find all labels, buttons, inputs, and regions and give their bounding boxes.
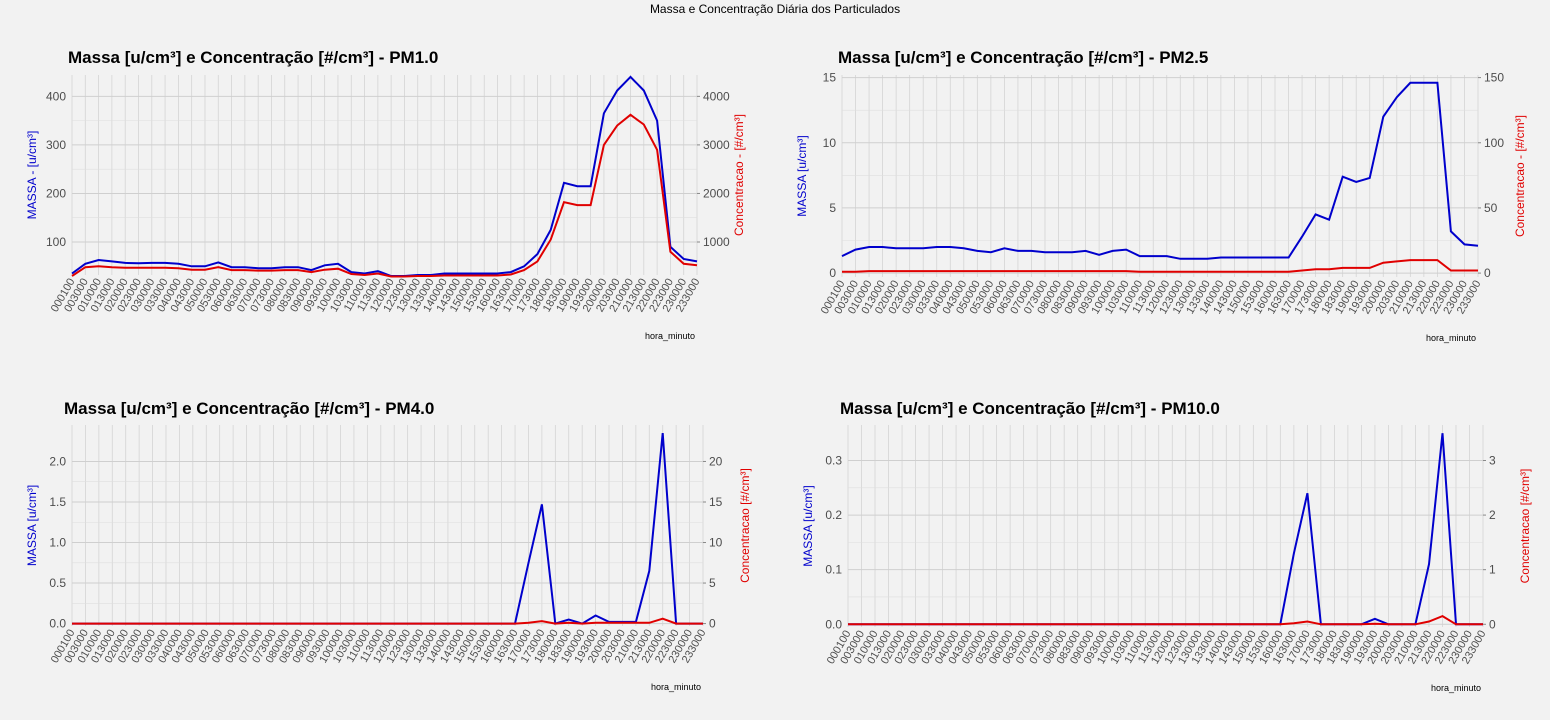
y-tick-label: 2.0 [49,454,66,468]
y2-tick-label: 0 [709,617,716,631]
y2-tick-label: 50 [1484,201,1498,215]
y-tick-label: 0.0 [825,617,842,631]
y-tick-label: 300 [46,138,66,152]
y2-tick-label: 3000 [703,138,730,152]
y-tick-label: 0.5 [49,576,66,590]
series-line [71,113,698,278]
series-line [848,433,1483,626]
y-tick-label: 0.2 [825,508,842,522]
y-tick-label: 1.5 [49,495,66,509]
y2-tick-label: 20 [709,454,723,468]
y2-tick-label: 15 [709,495,723,509]
x-axis-title: hora_minuto [1426,333,1476,343]
y-axis-title: MASSA - [u/cm³] [25,131,39,220]
series-line [72,617,703,625]
y-tick-label: 100 [46,235,66,249]
y2-axis-title: Concentracao - [#/cm³] [732,114,746,236]
y-tick-label: 5 [829,201,836,215]
y-tick-label: 400 [46,89,66,103]
y2-tick-label: 10 [709,536,723,550]
panel-title: Massa [u/cm³] e Concentração [#/cm³] - P… [64,399,434,418]
panel-title: Massa [u/cm³] e Concentração [#/cm³] - P… [68,48,438,67]
y2-tick-label: 1000 [703,235,730,249]
y-axis-title: MASSA [u/cm³] [795,135,809,216]
y2-tick-label: 100 [1484,136,1504,150]
x-axis-title: hora_minuto [645,331,695,341]
y-tick-label: 15 [823,71,837,85]
y2-tick-label: 0 [1484,266,1491,280]
y2-tick-label: 2 [1489,508,1496,522]
x-axis-title: hora_minuto [1431,683,1481,693]
y-tick-label: 0.1 [825,563,842,577]
y2-tick-label: 4000 [703,89,730,103]
y2-axis-title: Concentracao [#/cm³] [738,468,752,583]
y2-tick-label: 2000 [703,186,730,200]
y2-tick-label: 1 [1489,563,1496,577]
panel-title: Massa [u/cm³] e Concentração [#/cm³] - P… [838,48,1208,67]
y2-tick-label: 150 [1484,71,1504,85]
y-tick-label: 0.0 [49,617,66,631]
series-line [841,81,1479,260]
y-tick-label: 1.0 [49,536,66,550]
y2-tick-label: 5 [709,576,716,590]
y-axis-title: MASSA [u/cm³] [801,485,815,566]
series-line [71,75,698,277]
y2-axis-title: Concentracao [#/cm³] [1518,469,1532,584]
series-line [848,614,1483,626]
panel-title: Massa [u/cm³] e Concentração [#/cm³] - P… [840,399,1220,418]
series-line [842,259,1478,273]
y-tick-label: 0.3 [825,453,842,467]
y-tick-label: 200 [46,186,66,200]
main-title: Massa e Concentração Diária dos Particul… [650,2,900,16]
x-axis-title: hora_minuto [651,682,701,692]
y2-axis-title: Concentracao - [#/cm³] [1513,115,1527,237]
y-axis-title: MASSA [u/cm³] [25,485,39,566]
y-tick-label: 10 [823,136,837,150]
y-tick-label: 0 [829,266,836,280]
y2-tick-label: 0 [1489,617,1496,631]
y2-tick-label: 3 [1489,453,1496,467]
